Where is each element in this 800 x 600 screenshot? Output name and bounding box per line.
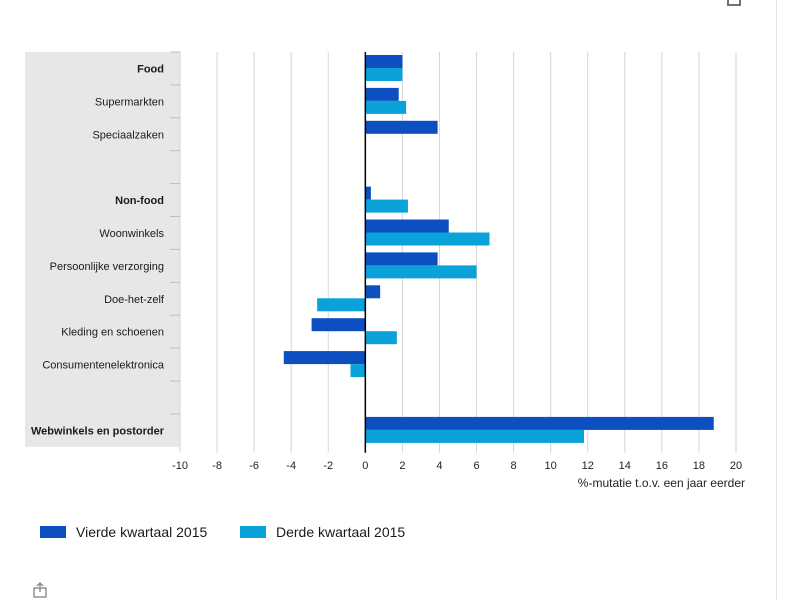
bar-vierde <box>365 186 371 200</box>
x-tick-label: -4 <box>286 460 296 472</box>
bar-vierde <box>365 87 399 101</box>
bar-vierde <box>283 351 366 365</box>
x-tick-label: 6 <box>473 460 479 472</box>
bar-chart: -10 -8 -6 -4 -2 0 2 4 6 8 10 12 14 16 18 20 Food Supermar… <box>25 51 745 490</box>
x-tick-label: 20 <box>730 460 742 472</box>
legend-swatch-vierde <box>40 526 66 538</box>
category-label: Supermarkten <box>95 96 164 108</box>
legend-swatch-derde <box>240 526 266 538</box>
x-tick-label: 0 <box>362 460 368 472</box>
category-label: Food <box>137 63 164 75</box>
bar-vierde <box>365 416 714 430</box>
x-tick-label: -2 <box>323 460 333 472</box>
bar-vierde <box>365 252 438 266</box>
bar-derde <box>365 100 407 114</box>
legend-label-vierde: Vierde kwartaal 2015 <box>76 524 208 540</box>
bar-derde <box>365 68 403 81</box>
category-label: Speciaalzaken <box>92 129 164 141</box>
x-tick-label: 4 <box>436 460 442 472</box>
bar-derde <box>365 199 408 213</box>
category-label: Doe-het-zelf <box>104 294 165 306</box>
x-tick-label: 2 <box>399 460 405 472</box>
x-tick-label: 16 <box>656 460 668 472</box>
label-panel <box>25 52 180 447</box>
bar-vierde <box>365 120 438 134</box>
bar-derde <box>350 364 366 378</box>
bar-derde <box>317 298 366 312</box>
x-tick-label: 8 <box>511 460 517 472</box>
bar-derde <box>365 232 490 246</box>
bar-vierde <box>365 55 403 68</box>
x-tick-label: 12 <box>582 460 594 472</box>
category-label: Woonwinkels <box>99 228 164 240</box>
share-icon[interactable] <box>32 582 48 598</box>
bar-derde <box>365 265 477 279</box>
x-tick-label: -6 <box>249 460 259 472</box>
minimize-icon[interactable] <box>727 0 741 6</box>
x-tick-label: 14 <box>619 460 631 472</box>
bar-vierde <box>311 318 366 332</box>
x-tick-label: -10 <box>172 460 188 472</box>
category-label: Kleding en schoenen <box>61 327 164 339</box>
bar-derde <box>365 429 585 443</box>
legend-item-derde: Derde kwartaal 2015 <box>240 524 405 540</box>
category-label: Non-food <box>115 195 164 207</box>
bar-vierde <box>365 285 381 299</box>
category-label: Consumentenelektronica <box>42 360 165 372</box>
x-tick-label: 10 <box>545 460 557 472</box>
legend-item-vierde: Vierde kwartaal 2015 <box>40 524 207 540</box>
bar-vierde <box>365 219 449 233</box>
x-tick-label: -8 <box>212 460 222 472</box>
x-axis-label: %-mutatie t.o.v. een jaar eerder <box>578 476 745 490</box>
category-label: Persoonlijke verzorging <box>50 261 164 273</box>
x-tick-label: 18 <box>693 460 705 472</box>
panel-divider <box>776 0 777 600</box>
legend-label-derde: Derde kwartaal 2015 <box>276 524 406 540</box>
bar-derde <box>365 331 397 345</box>
category-label: Webwinkels en postorder <box>31 425 165 437</box>
